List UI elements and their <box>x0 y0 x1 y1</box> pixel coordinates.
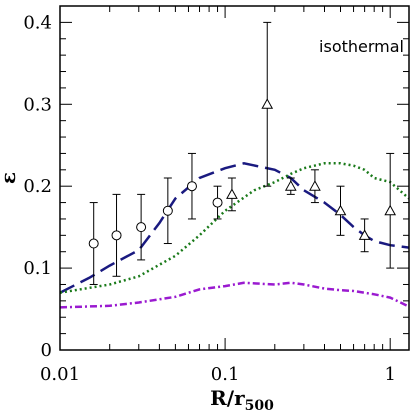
data-point-triangle <box>358 218 371 253</box>
x-tick-label: 0.1 <box>211 364 240 385</box>
triangle-marker <box>284 180 297 191</box>
data-point-triangle <box>309 169 321 204</box>
triangle-marker <box>358 229 371 240</box>
x-axis-title-main: R/r <box>210 386 245 410</box>
circle-marker <box>186 181 197 192</box>
y-tick-label: 0.2 <box>23 176 52 197</box>
y-tick-label: 0.1 <box>23 258 52 279</box>
y-axis-title: ε <box>0 172 20 184</box>
y-tick-label: 0.4 <box>23 12 52 33</box>
data-point-triangle <box>284 177 297 195</box>
data-point-triangle <box>334 185 347 236</box>
series-line-dash-dot <box>59 281 410 309</box>
data-point-circle <box>88 202 99 285</box>
x-tick-label: 0.01 <box>40 364 80 385</box>
data-point-circle <box>186 152 197 220</box>
data-point-circle <box>212 185 223 220</box>
x-axis-title-subscript: 500 <box>245 398 274 414</box>
triangle-marker <box>309 180 321 191</box>
data-point-triangle <box>261 21 274 187</box>
series-line-dotted <box>59 162 410 294</box>
annotation-label: isothermal <box>319 37 404 56</box>
ticks-layer: 0.01 0.1 1 0 0.1 0.2 0.3 0.4 <box>23 5 409 385</box>
triangle-marker <box>334 204 347 216</box>
plot-frame <box>59 5 410 351</box>
circle-marker <box>212 197 223 208</box>
triangle-marker <box>384 204 397 216</box>
circle-marker <box>162 205 173 216</box>
data-point-triangle <box>226 177 238 212</box>
x-tick-label: 1 <box>384 364 395 385</box>
data-point-circle <box>136 193 147 261</box>
triangle-marker <box>226 188 238 199</box>
y-tick-label: 0.3 <box>23 94 52 115</box>
circle-marker <box>111 230 122 241</box>
data-point-triangle <box>384 152 397 269</box>
data-point-circle <box>162 177 173 245</box>
data-point-circle <box>111 193 122 277</box>
x-axis-title: R/r500 <box>210 386 274 414</box>
y-tick-label: 0 <box>41 340 52 361</box>
points-layer <box>88 21 397 285</box>
triangle-marker <box>261 98 274 109</box>
circle-marker <box>136 222 147 233</box>
circle-marker <box>88 238 99 249</box>
series-line-long-dash <box>59 162 410 294</box>
